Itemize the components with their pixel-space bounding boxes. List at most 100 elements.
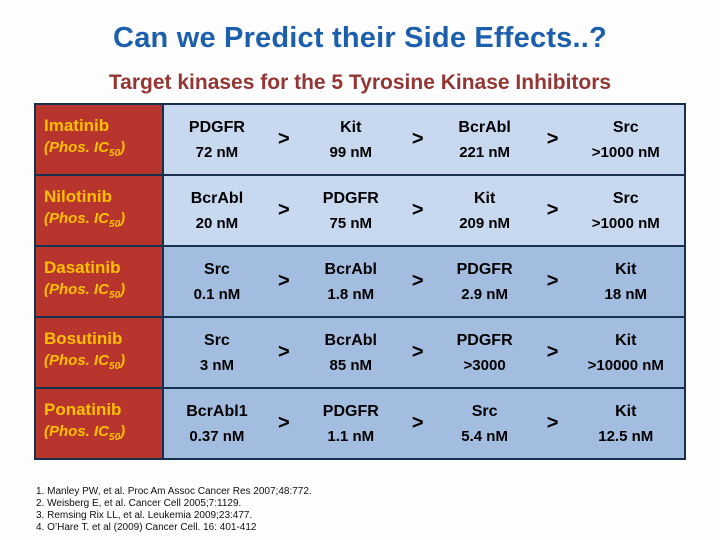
table-row: Nilotinib (Phos. IC50) BcrAbl 20 nM > PD… (36, 174, 684, 245)
kinase-name: Kit (615, 260, 637, 278)
kinase-value: 72 nM (195, 143, 239, 161)
kinase-name: Src (204, 260, 230, 278)
kinase-value: 1.1 nM (327, 427, 375, 445)
kinase-cell: Src >1000 nM (568, 176, 684, 245)
kinase-cell: Src 0.1 nM (164, 247, 270, 316)
kinase-value: 18 nM (604, 285, 648, 303)
kinase-name: PDGFR (456, 260, 513, 278)
kinase-cell: Src >1000 nM (568, 105, 684, 174)
kinase-name: Src (471, 402, 498, 420)
kinase-name: Kit (615, 402, 637, 420)
kinase-name: BcrAbl (190, 189, 244, 207)
kinase-value: 1.8 nM (327, 285, 375, 303)
slide-subtitle: Target kinases for the 5 Tyrosine Kinase… (108, 71, 612, 94)
drug-name: Nilotinib (44, 187, 112, 206)
kinase-name: BcrAbl (458, 118, 511, 136)
kinase-name: BcrAbl (324, 331, 377, 349)
greater-than-separator: > (546, 412, 559, 434)
reference-line: 4. O’Hare T. et al (2009) Cancer Cell. 1… (36, 522, 257, 533)
phos-suffix: ) (120, 139, 126, 156)
greater-than-separator: > (546, 128, 559, 150)
kinase-cell: BcrAbl 221 nM (432, 105, 538, 174)
kinase-value: 3 nM (199, 356, 234, 374)
phos-prefix: (Phos. IC (44, 423, 110, 440)
kinase-cell: PDGFR >3000 (432, 318, 538, 387)
table-row: Imatinib (Phos. IC50) PDGFR 72 nM > Kit … (36, 105, 684, 174)
drug-cell: Bosutinib (Phos. IC50) (36, 318, 164, 387)
kinase-cell: PDGFR 75 nM (298, 176, 404, 245)
kinase-value: >1000 nM (591, 143, 660, 161)
greater-than-separator: > (411, 199, 424, 221)
drug-name: Bosutinib (44, 329, 123, 348)
greater-than-separator: > (278, 199, 290, 221)
greater-than-separator: > (411, 412, 424, 434)
greater-than-separator: > (278, 341, 290, 363)
kinase-cell: PDGFR 1.1 nM (298, 389, 404, 458)
drug-cell: Dasatinib (Phos. IC50) (36, 247, 164, 316)
reference-line: 1. Manley PW, et al. Proc Am Assoc Cance… (36, 486, 312, 497)
slide-title: Can we Predict their Side Effects..? (113, 22, 607, 54)
phos-subscript: 50 (109, 290, 121, 301)
kinase-cell: BcrAbl 1.8 nM (298, 247, 404, 316)
kinase-cell: BcrAbl 20 nM (164, 176, 270, 245)
table-row: Bosutinib (Phos. IC50) Src 3 nM > BcrAbl… (36, 316, 684, 387)
kinase-value: 20 nM (195, 214, 239, 232)
phos-subscript: 50 (109, 361, 121, 372)
phos-prefix: (Phos. IC (44, 139, 110, 156)
kinase-value: 221 nM (459, 143, 511, 161)
greater-than-separator: > (411, 341, 424, 363)
kinase-name: BcrAbl (324, 260, 377, 278)
kinase-cell: Kit 99 nM (298, 105, 404, 174)
drug-cell: Nilotinib (Phos. IC50) (36, 176, 164, 245)
kinase-value: 99 nM (329, 143, 373, 161)
kinase-name: Kit (340, 118, 362, 136)
kinase-value: 0.1 nM (193, 285, 241, 303)
kinase-cell: Src 3 nM (164, 318, 270, 387)
kinase-name: PDGFR (322, 189, 379, 207)
kinase-value: 2.9 nM (461, 285, 508, 303)
phos-subscript: 50 (109, 219, 121, 230)
kinase-cell: Kit >10000 nM (568, 318, 684, 387)
references: 1. Manley PW, et al. Proc Am Assoc Cance… (36, 486, 312, 534)
phos-subscript: 50 (109, 148, 121, 159)
greater-than-separator: > (546, 341, 559, 363)
kinase-name: PDGFR (322, 402, 379, 420)
phos-prefix: (Phos. IC (44, 210, 110, 227)
phos-suffix: ) (120, 352, 126, 369)
drug-name: Ponatinib (44, 400, 122, 419)
table-row: Dasatinib (Phos. IC50) Src 0.1 nM > BcrA… (36, 245, 684, 316)
kinase-name: BcrAbl1 (186, 402, 248, 420)
kinase-cell: Kit 18 nM (568, 247, 684, 316)
kinase-name: Kit (615, 331, 637, 349)
kinase-value: 75 nM (329, 214, 373, 232)
kinase-value: 85 nM (329, 356, 373, 374)
reference-line: 2. Weisberg E, et al. Cancer Cell 2005;7… (36, 498, 242, 509)
reference-line: 3. Remsing Rix LL, et al. Leukemia 2009;… (36, 510, 253, 521)
phos-prefix: (Phos. IC (44, 352, 110, 369)
greater-than-separator: > (546, 199, 559, 221)
greater-than-separator: > (278, 128, 290, 150)
drug-cell: Imatinib (Phos. IC50) (36, 105, 164, 174)
kinase-cell: PDGFR 2.9 nM (432, 247, 538, 316)
greater-than-separator: > (278, 412, 290, 434)
table-row: Ponatinib (Phos. IC50) BcrAbl1 0.37 nM >… (36, 387, 684, 458)
kinase-value: 209 nM (459, 214, 511, 232)
phos-prefix: (Phos. IC (44, 281, 110, 298)
greater-than-separator: > (411, 270, 424, 292)
phos-suffix: ) (120, 423, 126, 440)
phos-subscript: 50 (109, 432, 121, 443)
kinase-name: PDGFR (456, 331, 513, 349)
kinase-cell: BcrAbl1 0.37 nM (164, 389, 270, 458)
greater-than-separator: > (278, 270, 290, 292)
drug-cell: Ponatinib (Phos. IC50) (36, 389, 164, 458)
kinase-name: Src (204, 331, 230, 349)
kinase-name: Src (612, 189, 639, 207)
kinase-cell: BcrAbl 85 nM (298, 318, 404, 387)
kinase-value: 5.4 nM (461, 427, 508, 445)
drug-assay-label: (Phos. IC50) (44, 423, 158, 443)
kinase-name: PDGFR (188, 118, 245, 136)
kinase-name: Kit (473, 189, 496, 207)
kinase-value: 0.37 nM (189, 427, 245, 445)
kinase-value: >3000 (463, 356, 506, 374)
